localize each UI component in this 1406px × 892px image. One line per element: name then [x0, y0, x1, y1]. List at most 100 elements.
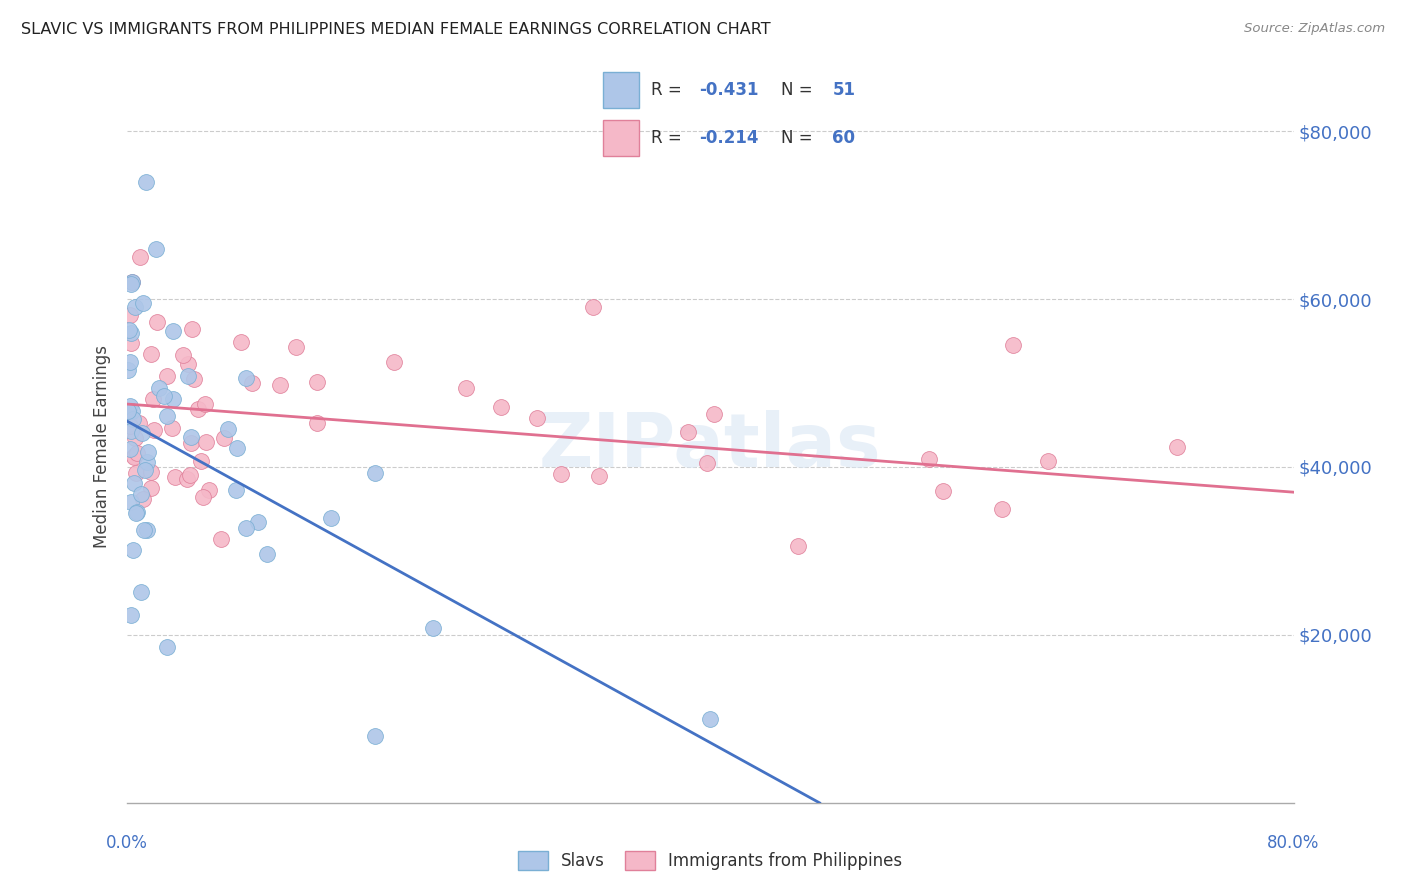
Point — [176, 368, 198, 383]
Point — [118, 323, 141, 337]
Point — [319, 511, 342, 525]
Point — [1166, 440, 1188, 454]
Point — [134, 462, 156, 476]
Point — [120, 495, 142, 509]
Point — [131, 487, 153, 501]
Point — [181, 322, 204, 336]
Text: 0.0%: 0.0% — [105, 834, 148, 852]
Point — [139, 481, 162, 495]
Point — [235, 371, 257, 385]
Point — [191, 490, 214, 504]
Point — [122, 475, 145, 490]
Point — [129, 250, 152, 264]
Point — [703, 407, 725, 421]
Point — [136, 523, 159, 537]
Point — [117, 363, 139, 377]
Point — [121, 275, 143, 289]
Point — [121, 404, 143, 418]
Text: 51: 51 — [832, 80, 855, 99]
Point — [918, 451, 941, 466]
Text: R =: R = — [651, 128, 688, 147]
Y-axis label: Median Female Earnings: Median Female Earnings — [93, 344, 111, 548]
Point — [132, 492, 155, 507]
Point — [122, 450, 145, 464]
Point — [118, 408, 141, 422]
Point — [678, 425, 700, 440]
Point — [145, 242, 167, 256]
Point — [582, 301, 605, 315]
Point — [699, 712, 721, 726]
Point — [456, 381, 478, 395]
Point — [990, 502, 1012, 516]
Point — [125, 506, 148, 520]
Point — [269, 378, 291, 392]
Point — [125, 466, 148, 480]
Point — [139, 347, 162, 361]
Point — [526, 411, 548, 425]
Point — [121, 411, 143, 425]
Point — [489, 400, 512, 414]
Point — [588, 469, 610, 483]
Point — [148, 380, 170, 394]
Point — [217, 422, 239, 436]
Point — [118, 308, 141, 322]
Point — [209, 532, 232, 546]
Point — [162, 324, 184, 338]
Point — [163, 469, 186, 483]
Point — [120, 277, 142, 291]
Point — [176, 357, 198, 371]
Point — [235, 521, 257, 535]
Point — [124, 431, 146, 445]
Point — [932, 484, 955, 499]
Point — [422, 621, 444, 635]
Point — [120, 442, 142, 456]
Point — [118, 399, 141, 413]
Text: Source: ZipAtlas.com: Source: ZipAtlas.com — [1244, 22, 1385, 36]
Point — [696, 456, 718, 470]
Point — [180, 430, 202, 444]
Point — [142, 392, 165, 406]
Point — [229, 335, 252, 350]
Point — [118, 418, 141, 433]
Point — [128, 416, 150, 430]
Point — [120, 335, 142, 350]
Point — [307, 417, 329, 431]
Point — [363, 467, 385, 481]
Point — [129, 585, 152, 599]
Point — [162, 392, 184, 407]
Point — [172, 348, 194, 362]
Point — [132, 523, 155, 537]
Point — [117, 404, 139, 418]
Point — [153, 389, 176, 403]
Point — [1036, 453, 1059, 467]
Point — [136, 455, 159, 469]
Text: ZIPatlas: ZIPatlas — [538, 409, 882, 483]
Point — [118, 354, 141, 368]
Point — [225, 483, 247, 497]
Point — [179, 467, 201, 482]
FancyBboxPatch shape — [603, 120, 638, 156]
Point — [195, 434, 218, 449]
Point — [143, 423, 166, 437]
Point — [256, 547, 278, 561]
Point — [187, 402, 209, 417]
Point — [122, 449, 145, 463]
Point — [120, 424, 142, 438]
Point — [146, 315, 169, 329]
Point — [139, 465, 162, 479]
Point — [197, 483, 219, 497]
Point — [787, 539, 810, 553]
Text: -0.431: -0.431 — [699, 80, 759, 99]
Point — [121, 275, 143, 289]
Point — [240, 376, 263, 391]
Point — [363, 729, 385, 743]
Point — [1001, 338, 1024, 352]
Point — [550, 467, 572, 482]
Point — [131, 425, 153, 440]
Point — [226, 441, 249, 455]
Point — [307, 375, 329, 389]
Point — [136, 445, 159, 459]
Point — [212, 431, 235, 445]
Point — [176, 472, 198, 486]
Point — [183, 372, 205, 386]
